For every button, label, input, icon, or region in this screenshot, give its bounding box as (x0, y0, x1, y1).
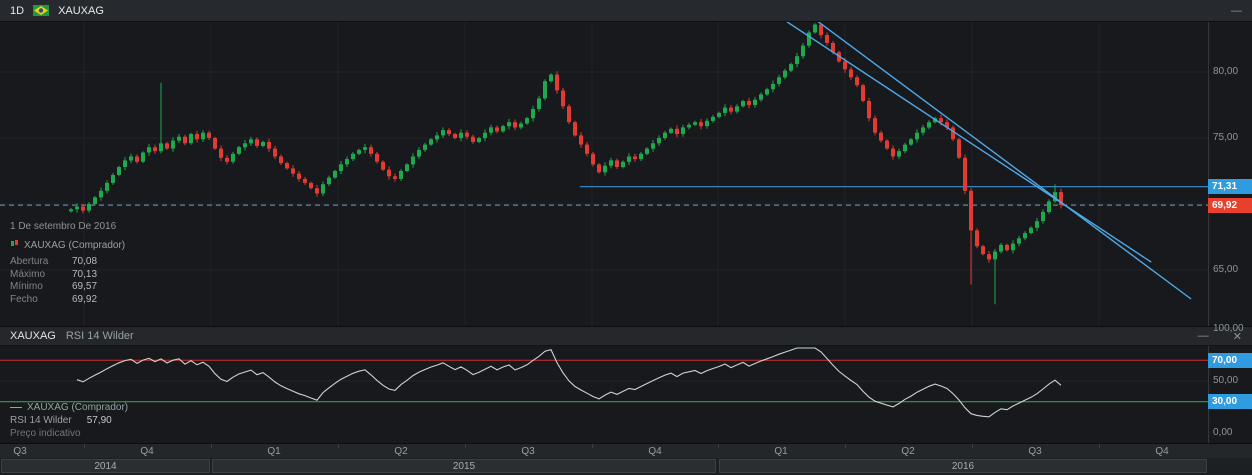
candlestick-series (69, 23, 1063, 305)
tooltip-date: 1 De setembro De 2016 (10, 221, 117, 232)
quarter-tick (465, 444, 466, 448)
year-label: 2015 (212, 459, 716, 473)
quarter-label: Q4 (648, 446, 662, 457)
line-icon (10, 407, 22, 408)
quarter-label: Q2 (394, 446, 408, 457)
year-axis[interactable]: 2014 2015 2016 (0, 458, 1252, 475)
rsi-line (76, 347, 1062, 418)
candles-icon (10, 239, 19, 251)
rsi-panel-header: XAUXAG RSI 14 Wilder — ✕ (0, 326, 1252, 346)
rsi-chart-canvas[interactable] (0, 346, 1208, 443)
year-label: 2014 (1, 459, 210, 473)
price-axis-tick: 80,00 (1213, 66, 1239, 77)
quarter-tick (972, 444, 973, 448)
chart-toolbar: 1D XAUXAG — (0, 0, 1252, 22)
tooltip-close-row: Fecho 69,92 (10, 293, 98, 305)
quarter-label: Q3 (521, 446, 535, 457)
rsi-legend-note: Preço indicativo (10, 428, 81, 439)
rsi-indicator-label: RSI 14 Wilder (65, 330, 134, 342)
rsi-symbol-label: XAUXAG (10, 330, 56, 342)
tooltip-low-row: Mínimo 69,57 (10, 281, 98, 292)
rsi-axis-tick: 0,00 (1213, 427, 1233, 438)
quarter-tick (1099, 444, 1100, 448)
current-price-badge: 69,92 (1208, 197, 1252, 213)
quarter-tick (845, 444, 846, 448)
rsi-minimize-icon[interactable]: — (1197, 330, 1209, 342)
rsi-axis-tick: 50,00 (1213, 375, 1239, 386)
quarter-tick (338, 444, 339, 448)
price-axis-tick: 65,00 (1213, 264, 1239, 275)
axis-separator (1208, 22, 1209, 443)
rsi-level-badge: 70,00 (1208, 352, 1252, 368)
quarter-label: Q4 (140, 446, 154, 457)
minimize-icon[interactable]: — (1231, 4, 1242, 17)
timeframe-selector[interactable]: 1D (10, 4, 25, 17)
rsi-close-icon[interactable]: ✕ (1232, 330, 1242, 343)
symbol-label[interactable]: XAUXAG (58, 4, 104, 17)
tooltip-high-row: Máximo 70,13 (10, 268, 98, 280)
rsi-legend-value: RSI 14 Wilder 57,90 (10, 415, 112, 426)
brazil-flag-icon (33, 5, 50, 16)
rsi-legend-series: XAUXAG (Comprador) (10, 401, 128, 414)
tooltip-open-row: Abertura 70,08 (10, 256, 98, 267)
quarter-label: Q3 (1028, 446, 1042, 457)
year-label: 2016 (719, 459, 1207, 473)
price-chart-canvas[interactable] (0, 22, 1208, 326)
line-price-badge: 71,31 (1208, 179, 1252, 195)
quarter-label: Q1 (774, 446, 788, 457)
quarter-tick (211, 444, 212, 448)
quarter-axis[interactable]: Q3 Q4 Q1 Q2 Q3 Q4 Q1 Q2 Q3 Q4 (0, 443, 1252, 458)
price-axis-tick: 75,00 (1213, 132, 1239, 143)
quarter-label: Q1 (267, 446, 281, 457)
quarter-label: Q4 (1155, 446, 1169, 457)
tooltip-series: XAUXAG (Comprador) (10, 239, 125, 251)
rsi-legend: XAUXAG (Comprador) RSI 14 Wilder 57,90 P… (10, 401, 128, 440)
quarter-tick (718, 444, 719, 448)
quarter-label: Q3 (13, 446, 27, 457)
quarter-tick (592, 444, 593, 448)
quarter-tick (84, 444, 85, 448)
rsi-level-badge: 30,00 (1208, 394, 1252, 410)
quarter-label: Q2 (901, 446, 915, 457)
ohlc-tooltip: 1 De setembro De 2016 XAUXAG (Comprador)… (10, 221, 125, 306)
